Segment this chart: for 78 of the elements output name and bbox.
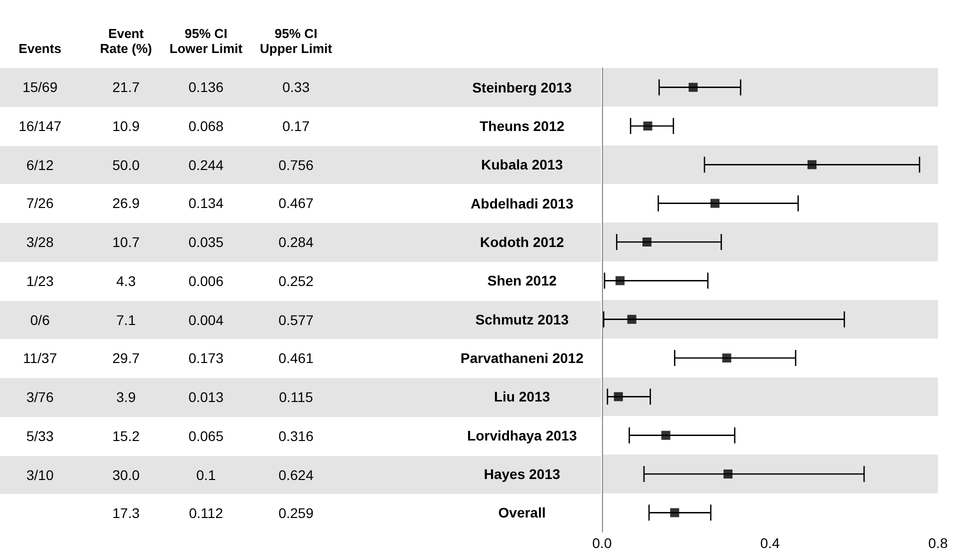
text: 0.577 [278,312,314,328]
text: 0.17 [282,118,310,134]
y-tick-label: Lorvidhaya 2013 [467,427,578,444]
y-tick-label: Kubala 2013 [481,156,564,173]
category-label: 95% CI Upper Limit [258,26,334,56]
text: 0.1 [196,466,216,482]
text: 3/28 [26,234,54,250]
text: 3/76 [26,389,54,405]
point [642,238,652,246]
text: 50.0 [112,156,140,172]
point [670,508,680,518]
text: 21.7 [112,79,140,95]
y-tick-label: Parvathaneni 2012 [460,350,584,366]
x-tick-label: 0.4 [760,535,780,550]
text: 7.1 [116,312,136,328]
text: 0.035 [188,234,224,250]
y-tick-label: Shen 2012 [487,272,557,289]
y-tick-label: Kodoth 2012 [480,234,564,250]
text: 0.136 [188,79,224,95]
text: 0.284 [278,234,314,250]
y-tick-label: Schmutz 2013 [475,311,569,328]
x-tick-label: 0.8 [928,535,948,550]
text: 17.3 [112,505,140,522]
x-tick-label: 0.0 [592,535,612,550]
text: 11/37 [23,350,57,366]
text: 29.7 [112,350,140,366]
point [614,392,623,402]
text: 0.252 [278,272,314,289]
text: 5/33 [26,428,54,444]
text: 0.004 [188,312,224,328]
text: 0.756 [278,156,314,172]
text: 16/147 [18,118,62,134]
y-tick-label: Hayes 2013 [484,466,560,482]
point [808,160,816,170]
text: 0.115 [279,389,313,405]
category-label: Events [18,41,62,56]
text: 0.112 [189,505,223,522]
point [643,122,652,130]
text: 0/6 [30,312,50,328]
text: 26.9 [112,195,140,212]
text: 0.134 [188,195,224,212]
text: 3/10 [26,466,54,482]
category-label: 95% CI Lower Limit [168,26,244,56]
y-tick-label: Steinberg 2013 [472,79,572,96]
text: 10.9 [112,118,140,134]
text: 0.013 [188,389,224,405]
text: 0.461 [278,350,314,366]
category-label: Event Rate (%) [98,26,153,56]
point [616,276,625,286]
text: 0.006 [188,272,224,289]
text: 0.33 [282,79,310,95]
point [724,470,732,478]
text: 15.2 [112,428,140,444]
point [722,354,732,362]
text: 4.3 [116,272,136,289]
text: 10.7 [112,234,140,250]
text: 0.316 [278,428,314,444]
text: 15/69 [22,79,58,95]
point [688,82,698,92]
text: 0.173 [188,350,224,366]
text: 0.244 [188,156,224,172]
text: 1/23 [26,272,54,289]
text: 0.467 [278,195,314,212]
y-tick-label: Theuns 2012 [480,118,565,134]
y-tick-label: Abdelhadi 2013 [470,195,574,212]
point [627,314,636,324]
y-tick-label: Overall [498,504,546,521]
y-tick-label: Liu 2013 [494,388,550,405]
text: 0.065 [188,428,224,444]
point [661,430,670,440]
text: 3.9 [116,389,136,405]
text: 6/12 [26,156,54,172]
text: 0.068 [188,118,224,134]
text: 7/26 [26,195,54,212]
text: 0.259 [278,505,314,522]
text: 0.624 [278,466,314,482]
text: 30.0 [112,466,140,482]
point [710,198,720,208]
